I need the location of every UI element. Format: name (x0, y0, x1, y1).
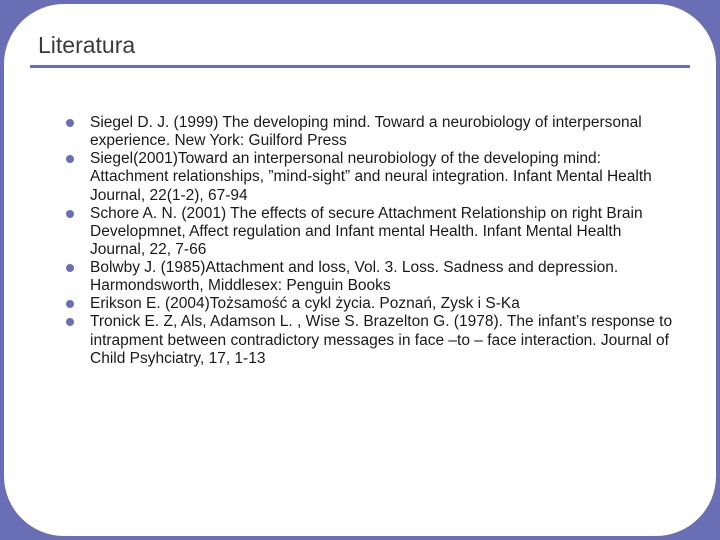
slide-title: Literatura (38, 32, 676, 59)
title-divider (30, 65, 690, 68)
list-item: Erikson E. (2004)Tożsamość a cykl życia.… (66, 295, 676, 313)
list-item: Bolwby J. (1985)Attachment and loss, Vol… (66, 259, 676, 295)
list-item: Tronick E. Z, Als, Adamson L. , Wise S. … (66, 313, 676, 367)
list-item: Siegel(2001)Toward an interpersonal neur… (66, 150, 676, 204)
list-item: Siegel D. J. (1999) The developing mind.… (66, 114, 676, 150)
list-item: Schore A. N. (2001) The effects of secur… (66, 205, 676, 259)
reference-list: Siegel D. J. (1999) The developing mind.… (44, 114, 676, 368)
slide-card: Literatura Siegel D. J. (1999) The devel… (4, 4, 716, 536)
